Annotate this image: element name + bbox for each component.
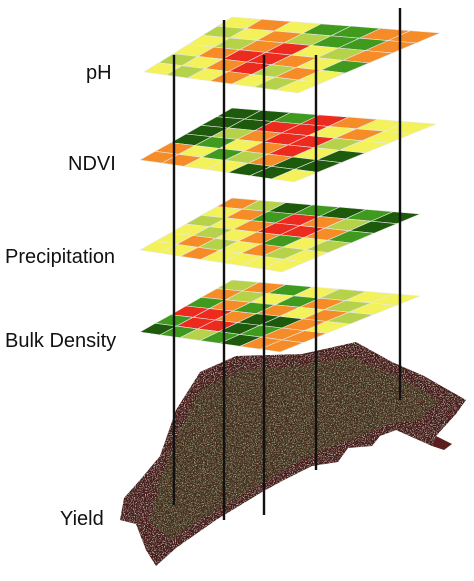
yield-field-texture (150, 356, 440, 540)
layer-plane-2 (139, 197, 421, 273)
layer-label-yield: Yield (60, 508, 104, 530)
yield-field (120, 342, 466, 566)
layer-planes (139, 16, 441, 353)
layer-plane-3 (139, 279, 421, 353)
layer-plane-1 (139, 107, 437, 183)
layer-plane-0 (143, 16, 441, 94)
grid-cell (258, 339, 305, 353)
vertical-rods (172, 8, 402, 520)
layer-label-bulk-density: Bulk Density (5, 330, 117, 352)
grid-cell (260, 258, 307, 273)
layer-label-ndvi: NDVI (68, 153, 116, 175)
grid-cell (274, 79, 323, 94)
layer-label-precipitation: Precipitation (5, 246, 116, 268)
layer-label-ph: pH (86, 62, 112, 84)
yield-field-outline (432, 436, 452, 450)
grid-cell (270, 168, 319, 183)
